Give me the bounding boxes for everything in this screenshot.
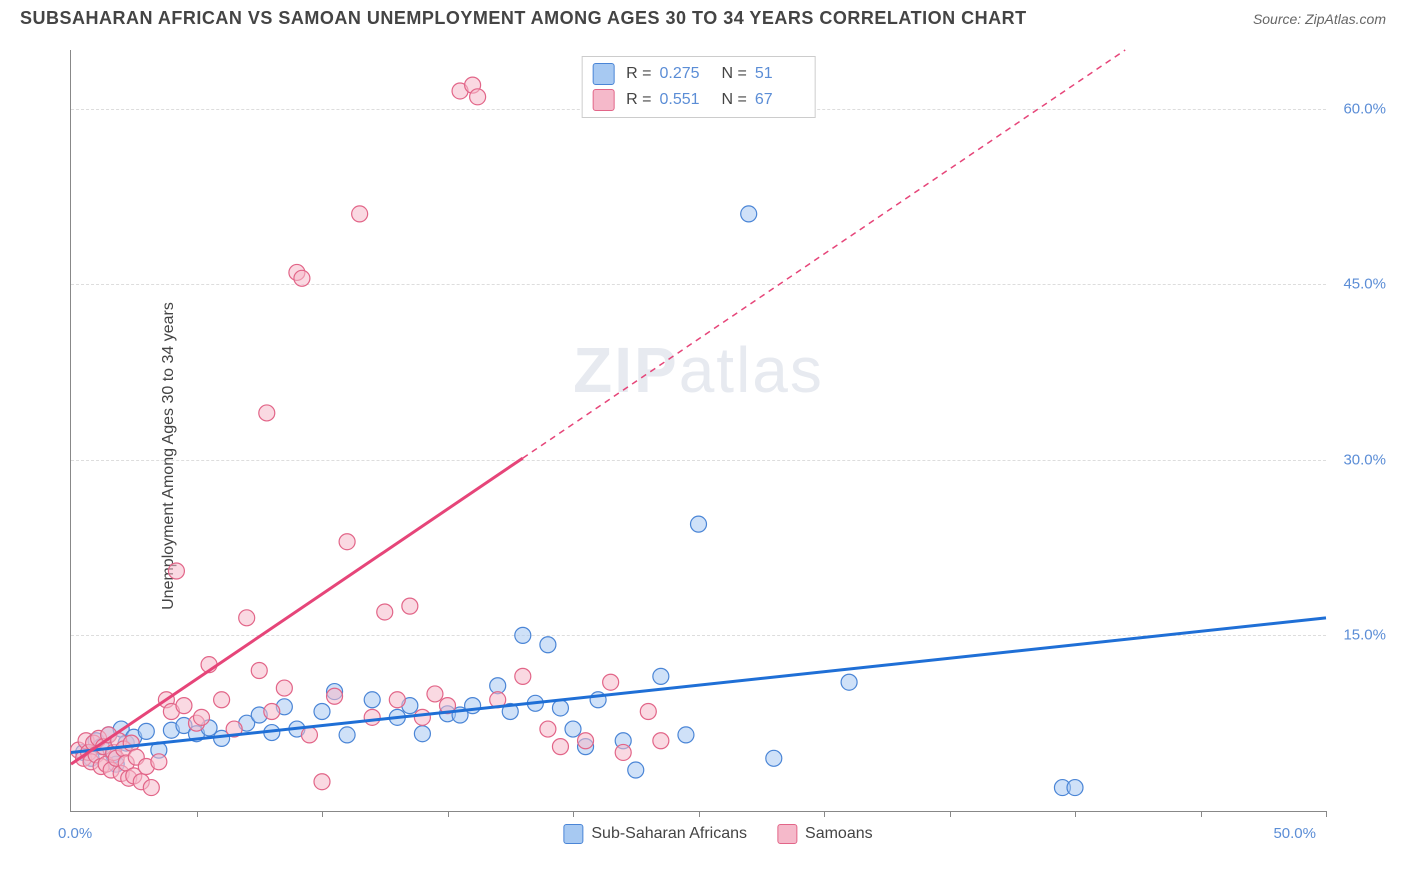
x-tick [699, 811, 700, 817]
scatter-point-samoans [578, 733, 594, 749]
x-tick [322, 811, 323, 817]
legend-swatch-icon [563, 824, 583, 844]
scatter-point-samoans [143, 780, 159, 796]
scatter-point-samoans [264, 703, 280, 719]
scatter-point-subsaharan [540, 637, 556, 653]
scatter-point-subsaharan [678, 727, 694, 743]
legend-label: Sub-Saharan Africans [591, 825, 747, 843]
scatter-point-samoans [239, 610, 255, 626]
x-tick [950, 811, 951, 817]
scatter-point-subsaharan [414, 726, 430, 742]
scatter-point-subsaharan [1067, 780, 1083, 796]
scatter-point-subsaharan [841, 674, 857, 690]
scatter-point-samoans [389, 692, 405, 708]
scatter-point-subsaharan [653, 668, 669, 684]
scatter-point-samoans [314, 774, 330, 790]
legend-item: Samoans [777, 824, 873, 844]
x-axis-origin-label: 0.0% [58, 825, 92, 842]
scatter-point-samoans [470, 89, 486, 105]
scatter-point-samoans [339, 534, 355, 550]
chart-container: Unemployment Among Ages 30 to 34 years Z… [50, 50, 1386, 862]
scatter-point-samoans [540, 721, 556, 737]
scatter-point-samoans [640, 703, 656, 719]
scatter-point-subsaharan [364, 692, 380, 708]
legend-label: Samoans [805, 825, 873, 843]
plot-area: ZIPatlas R =0.275N =51R =0.551N =67 15.0… [70, 50, 1326, 812]
stats-row-samoans: R = 0.551 N = 67 [592, 87, 805, 113]
stat-r-label: R = [626, 91, 651, 109]
scatter-point-samoans [364, 709, 380, 725]
scatter-plot-svg [71, 50, 1326, 811]
scatter-point-samoans [552, 739, 568, 755]
scatter-point-samoans [276, 680, 292, 696]
chart-title: SUBSAHARAN AFRICAN VS SAMOAN UNEMPLOYMEN… [20, 8, 1027, 29]
scatter-point-subsaharan [339, 727, 355, 743]
stat-r-value: 0.551 [660, 91, 710, 109]
y-tick-label: 45.0% [1343, 276, 1386, 293]
scatter-point-samoans [603, 674, 619, 690]
stat-n-label: N = [722, 91, 747, 109]
scatter-point-samoans [653, 733, 669, 749]
x-tick [573, 811, 574, 817]
scatter-point-subsaharan [515, 627, 531, 643]
scatter-point-subsaharan [565, 721, 581, 737]
y-tick-label: 30.0% [1343, 451, 1386, 468]
scatter-point-samoans [615, 744, 631, 760]
legend-swatch-icon [777, 824, 797, 844]
y-tick-label: 60.0% [1343, 100, 1386, 117]
scatter-point-samoans [377, 604, 393, 620]
x-tick [197, 811, 198, 817]
swatch-subsaharan-icon [592, 63, 614, 85]
x-tick [448, 811, 449, 817]
scatter-point-samoans [515, 668, 531, 684]
scatter-point-subsaharan [766, 750, 782, 766]
stats-row-subsaharan: R = 0.275 N = 51 [592, 61, 805, 87]
x-tick [1326, 811, 1327, 817]
stat-n-value: 67 [755, 91, 805, 109]
scatter-point-samoans [168, 563, 184, 579]
scatter-point-samoans [194, 709, 210, 725]
swatch-samoans-icon [592, 89, 614, 111]
scatter-point-subsaharan [741, 206, 757, 222]
scatter-point-samoans [151, 754, 167, 770]
scatter-point-subsaharan [314, 703, 330, 719]
x-tick [1201, 811, 1202, 817]
scatter-point-samoans [294, 270, 310, 286]
scatter-point-subsaharan [628, 762, 644, 778]
stat-n-value: 51 [755, 65, 805, 83]
scatter-point-samoans [352, 206, 368, 222]
scatter-point-samoans [414, 709, 430, 725]
x-tick [1075, 811, 1076, 817]
source-attribution: Source: ZipAtlas.com [1253, 11, 1386, 27]
stat-n-label: N = [722, 65, 747, 83]
y-tick-label: 15.0% [1343, 627, 1386, 644]
x-axis-max-label: 50.0% [1273, 825, 1316, 842]
scatter-point-samoans [427, 686, 443, 702]
scatter-point-samoans [301, 727, 317, 743]
stats-legend-box: R = 0.275 N = 51 R = 0.551 N = 67 [581, 56, 816, 118]
scatter-point-samoans [327, 688, 343, 704]
scatter-point-samoans [259, 405, 275, 421]
scatter-point-samoans [402, 598, 418, 614]
bottom-legend: Sub-Saharan Africans Samoans [563, 824, 872, 844]
scatter-point-samoans [176, 698, 192, 714]
scatter-point-samoans [214, 692, 230, 708]
scatter-point-subsaharan [691, 516, 707, 532]
legend-item: Sub-Saharan Africans [563, 824, 747, 844]
stat-r-label: R = [626, 65, 651, 83]
scatter-point-subsaharan [138, 723, 154, 739]
scatter-point-subsaharan [552, 700, 568, 716]
title-bar: SUBSAHARAN AFRICAN VS SAMOAN UNEMPLOYMEN… [0, 0, 1406, 37]
x-tick [824, 811, 825, 817]
stat-r-value: 0.275 [660, 65, 710, 83]
scatter-point-samoans [251, 663, 267, 679]
